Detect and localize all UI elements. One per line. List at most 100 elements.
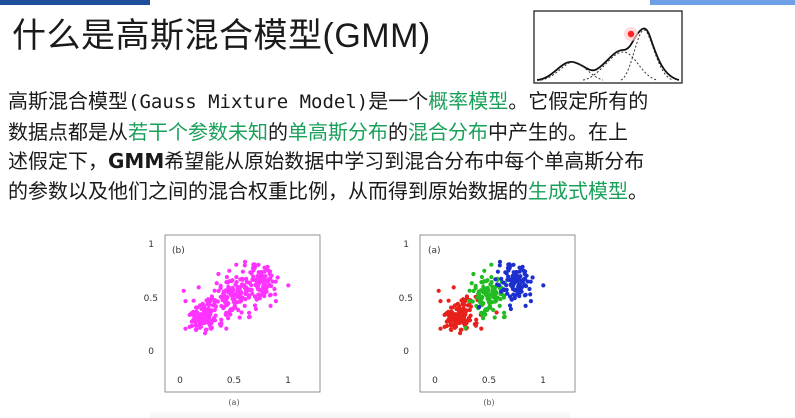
scatter-point-magenta-215 <box>216 271 221 277</box>
scatter-point-magenta-29 <box>181 288 186 293</box>
scatter-point-magenta-248 <box>228 292 233 297</box>
scatter-point-green-159 <box>489 275 494 280</box>
scatter-point-blue-310 <box>522 276 528 281</box>
scatter-point-green-237 <box>493 291 498 296</box>
scatter-panel-left: (b) 1 0.5 0 0 0.5 1 (a) <box>144 234 321 407</box>
scatter-points-right <box>436 259 546 336</box>
scatter-point-magenta-256 <box>252 303 258 308</box>
scatter-point-magenta-348 <box>270 279 275 284</box>
scatter-point-magenta-325 <box>286 283 291 288</box>
scatter-point-blue-337 <box>512 293 518 298</box>
scatter-point-blue-288 <box>528 292 533 297</box>
scatter-point-green-236 <box>491 307 496 313</box>
scatter-point-blue-274 <box>497 263 502 268</box>
scatter-point-blue-255 <box>517 269 522 274</box>
scatter-point-blue-348 <box>525 279 530 284</box>
title-latin: (GMM) <box>322 17 431 55</box>
scatter-point-red-62 <box>451 285 456 290</box>
top-accent-bar-right <box>650 0 795 5</box>
scatter-point-magenta-62 <box>196 285 201 290</box>
scatter-point-red-29 <box>436 288 441 293</box>
xtick-right-0: 0 <box>432 376 438 386</box>
scatter-point-blue-334 <box>506 274 511 279</box>
scatter-point-magenta-263 <box>222 305 227 310</box>
scatter-point-blue-349 <box>516 283 521 289</box>
scatter-point-green-208 <box>485 307 490 312</box>
scatter-point-magenta-113 <box>199 306 204 312</box>
scatter-point-red-134 <box>464 308 469 313</box>
scatter-point-green-231 <box>479 312 484 317</box>
text-period: 。 <box>628 178 648 203</box>
scatter-point-magenta-104 <box>210 296 215 301</box>
scatter-point-green-240 <box>486 287 491 292</box>
scatter-point-magenta-98 <box>224 326 229 331</box>
scatter-point-red-5 <box>458 331 463 336</box>
scatter-point-magenta-337 <box>257 293 263 298</box>
scatter-point-magenta-282 <box>253 306 258 312</box>
scatter-point-magenta-23 <box>191 298 196 303</box>
scatter-point-magenta-131 <box>212 318 218 323</box>
scatter-point-magenta-355 <box>259 287 264 292</box>
figure-caption-cutoff <box>150 410 570 418</box>
scatter-point-blue-338 <box>519 266 524 271</box>
scatter-point-red-113 <box>454 306 459 312</box>
scatter-point-blue-346 <box>514 277 520 282</box>
scatter-point-green-248 <box>483 292 488 297</box>
scatter-point-magenta-349 <box>261 283 266 289</box>
scatter-point-magenta-323 <box>267 293 272 298</box>
scatter-point-magenta-125 <box>189 319 194 324</box>
scatter-point-red-136 <box>456 312 461 317</box>
scatter-point-magenta-255 <box>262 269 267 274</box>
text-datapoints: 数据点都是从 <box>8 119 128 144</box>
scatter-point-green-194 <box>467 299 472 304</box>
scatter-point-magenta-200 <box>227 268 232 273</box>
title-cjk: 什么是高斯混合模型 <box>12 16 323 56</box>
scatter-point-blue-252 <box>504 283 509 288</box>
xtick-left-1: 1 <box>285 376 291 386</box>
scatter-point-magenta-358 <box>238 277 243 282</box>
scatter-point-green-233 <box>495 295 500 300</box>
ytick-right-1: 1 <box>403 240 409 250</box>
scatter-point-magenta-330 <box>240 282 245 287</box>
scatter-point-magenta-187 <box>226 316 231 321</box>
scatter-point-magenta-351 <box>273 299 278 304</box>
scatter-point-magenta-346 <box>259 277 265 282</box>
scatter-point-green-215 <box>471 271 476 277</box>
scatter-point-blue-325 <box>541 283 546 288</box>
scatter-point-magenta-247 <box>235 289 240 294</box>
scatter-point-blue-359 <box>506 268 511 273</box>
scatter-point-blue-344 <box>517 294 522 299</box>
sublabel-left: (a) <box>228 398 239 407</box>
slide-title: 什么是高斯混合模型(GMM) <box>12 14 431 58</box>
scatter-point-green-227 <box>492 315 497 320</box>
scatter-point-green-167 <box>497 303 502 308</box>
gmm-curve-icon <box>533 10 683 84</box>
scatter-point-magenta-269 <box>240 269 245 274</box>
scatter-point-blue-351 <box>528 299 533 304</box>
scatter-point-magenta-148 <box>212 288 217 293</box>
scatter-point-red-69 <box>444 311 449 316</box>
xtick-left-05: 0.5 <box>227 376 241 386</box>
scatter-point-magenta-134 <box>209 308 214 313</box>
scatter-point-magenta-249 <box>225 294 230 300</box>
scatter-point-blue-322 <box>523 303 528 308</box>
ytick-left-05: 0.5 <box>144 294 158 304</box>
scatter-point-magenta-322 <box>268 303 273 308</box>
scatter-point-magenta-310 <box>267 276 273 281</box>
scatter-point-magenta-240 <box>231 287 236 292</box>
scatter-point-magenta-231 <box>224 312 229 317</box>
scatter-point-magenta-105 <box>193 323 198 328</box>
scatter-point-blue-282 <box>508 306 513 312</box>
scatter-point-blue-353 <box>518 274 523 279</box>
scatter-point-magenta-126 <box>207 302 212 307</box>
ytick-right-0: 0 <box>403 347 409 357</box>
scatter-point-blue-323 <box>522 293 527 298</box>
highlight-unknown-params: 若干个参数未知 <box>128 119 268 144</box>
scatter-point-blue-306 <box>509 296 514 302</box>
scatter-point-red-108 <box>467 307 472 313</box>
scatter-point-green-204 <box>502 310 507 315</box>
paragraph-line-3: 述假定下，GMM希望能从原始数据中学习到混合分布中每个单高斯分布 <box>8 147 788 177</box>
scatter-point-red-128 <box>449 305 454 310</box>
scatter-point-magenta-288 <box>273 292 278 297</box>
scatter-point-blue-328 <box>499 289 504 294</box>
